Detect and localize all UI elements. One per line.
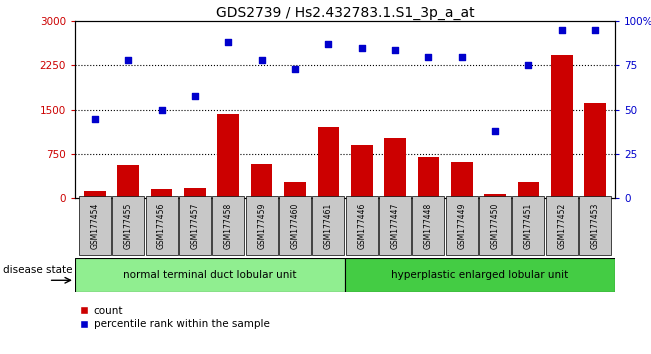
FancyBboxPatch shape — [75, 258, 345, 292]
Bar — [184, 188, 206, 198]
Text: GSM177460: GSM177460 — [290, 202, 299, 249]
FancyBboxPatch shape — [345, 258, 615, 292]
Text: GSM177459: GSM177459 — [257, 202, 266, 249]
Text: GSM177457: GSM177457 — [191, 202, 199, 249]
Bar — [585, 103, 606, 198]
FancyBboxPatch shape — [112, 196, 145, 255]
Bar — [351, 145, 372, 198]
Bar — [417, 157, 439, 198]
FancyBboxPatch shape — [479, 196, 511, 255]
Point — [123, 57, 133, 63]
Text: GSM177446: GSM177446 — [357, 202, 367, 249]
FancyBboxPatch shape — [412, 196, 445, 255]
Text: GSM177456: GSM177456 — [157, 202, 166, 249]
Text: GSM177452: GSM177452 — [557, 202, 566, 249]
Text: GSM177448: GSM177448 — [424, 202, 433, 249]
Point — [423, 54, 434, 59]
Point — [523, 63, 534, 68]
FancyBboxPatch shape — [546, 196, 578, 255]
Point — [490, 128, 501, 134]
FancyBboxPatch shape — [79, 196, 111, 255]
Point — [456, 54, 467, 59]
FancyBboxPatch shape — [512, 196, 544, 255]
Title: GDS2739 / Hs2.432783.1.S1_3p_a_at: GDS2739 / Hs2.432783.1.S1_3p_a_at — [215, 6, 475, 20]
Text: hyperplastic enlarged lobular unit: hyperplastic enlarged lobular unit — [391, 270, 569, 280]
Text: GSM177447: GSM177447 — [391, 202, 400, 249]
Text: GSM177455: GSM177455 — [124, 202, 133, 249]
Point — [156, 107, 167, 113]
FancyBboxPatch shape — [146, 196, 178, 255]
FancyBboxPatch shape — [245, 196, 278, 255]
FancyBboxPatch shape — [312, 196, 344, 255]
Point — [557, 27, 567, 33]
Text: GSM177454: GSM177454 — [90, 202, 100, 249]
Point — [357, 45, 367, 51]
Legend: count, percentile rank within the sample: count, percentile rank within the sample — [80, 306, 270, 329]
Text: disease state: disease state — [3, 265, 73, 275]
Text: GSM177453: GSM177453 — [590, 202, 600, 249]
Text: GSM177458: GSM177458 — [224, 202, 233, 249]
Bar — [84, 191, 105, 198]
Point — [189, 93, 200, 98]
Text: GSM177450: GSM177450 — [491, 202, 499, 249]
Bar — [284, 182, 306, 198]
Bar — [484, 194, 506, 198]
Bar — [117, 165, 139, 198]
FancyBboxPatch shape — [446, 196, 478, 255]
FancyBboxPatch shape — [379, 196, 411, 255]
Bar — [551, 55, 573, 198]
Bar — [451, 162, 473, 198]
FancyBboxPatch shape — [212, 196, 244, 255]
Point — [590, 27, 600, 33]
FancyBboxPatch shape — [279, 196, 311, 255]
Point — [90, 116, 100, 121]
Point — [256, 57, 267, 63]
FancyBboxPatch shape — [179, 196, 211, 255]
Bar — [251, 164, 273, 198]
Bar — [318, 127, 339, 198]
Text: GSM177451: GSM177451 — [524, 202, 533, 249]
Text: GSM177449: GSM177449 — [457, 202, 466, 249]
Text: GSM177461: GSM177461 — [324, 202, 333, 249]
Text: normal terminal duct lobular unit: normal terminal duct lobular unit — [123, 270, 297, 280]
Point — [223, 40, 234, 45]
Bar — [518, 182, 539, 198]
Point — [390, 47, 400, 52]
Point — [290, 66, 300, 72]
Bar — [384, 138, 406, 198]
FancyBboxPatch shape — [579, 196, 611, 255]
Bar — [151, 189, 173, 198]
Point — [323, 41, 333, 47]
Bar — [217, 114, 239, 198]
FancyBboxPatch shape — [346, 196, 378, 255]
